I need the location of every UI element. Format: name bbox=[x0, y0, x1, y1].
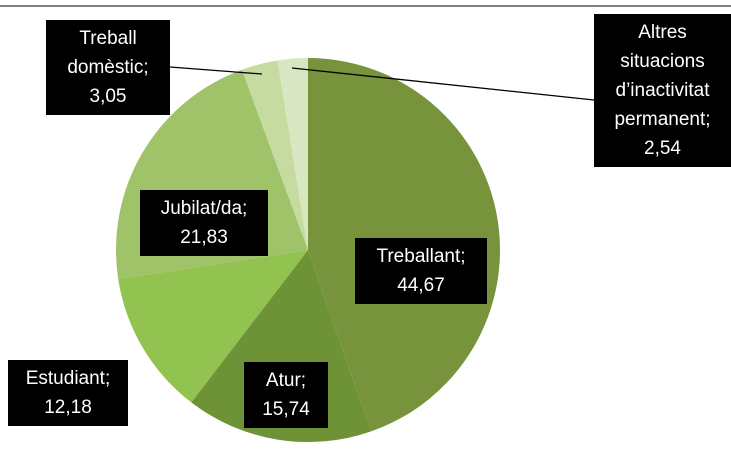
data-label: Estudiant; 12,18 bbox=[8, 360, 128, 426]
label-value: 12,18 bbox=[44, 397, 92, 418]
label-value: 15,74 bbox=[262, 399, 310, 420]
pie-slice bbox=[277, 58, 308, 250]
label-value: 21,83 bbox=[180, 227, 228, 248]
leader-line bbox=[291, 67, 595, 101]
label-value: 2,54 bbox=[644, 138, 681, 159]
label-category: Jubilat/da bbox=[160, 198, 243, 219]
label-separator: ; bbox=[300, 370, 307, 391]
label-separator: ; bbox=[104, 368, 111, 389]
data-label: Treball domèstic; 3,05 bbox=[46, 20, 170, 115]
data-label: Jubilat/da; 21,83 bbox=[140, 190, 268, 256]
data-label: Altres situacions d’inactivitat permanen… bbox=[594, 14, 731, 167]
label-category: Treballant bbox=[376, 246, 461, 267]
leader-line bbox=[169, 66, 263, 75]
label-category: Atur bbox=[265, 370, 301, 391]
label-category: Treball domèstic bbox=[67, 28, 144, 78]
label-value: 44,67 bbox=[397, 275, 445, 296]
label-separator: ; bbox=[705, 109, 711, 130]
pie-slice bbox=[118, 250, 308, 403]
label-category: Altres situacions d’inactivitat permanen… bbox=[614, 22, 710, 130]
pie-slice bbox=[241, 60, 308, 250]
label-separator: ; bbox=[143, 57, 149, 78]
data-label: Atur; 15,74 bbox=[244, 362, 328, 428]
label-value: 3,05 bbox=[89, 86, 127, 107]
data-label: Treballant; 44,67 bbox=[355, 238, 487, 304]
label-category: Estudiant bbox=[25, 368, 105, 389]
label-separator: ; bbox=[460, 246, 466, 267]
label-separator: ; bbox=[242, 198, 248, 219]
